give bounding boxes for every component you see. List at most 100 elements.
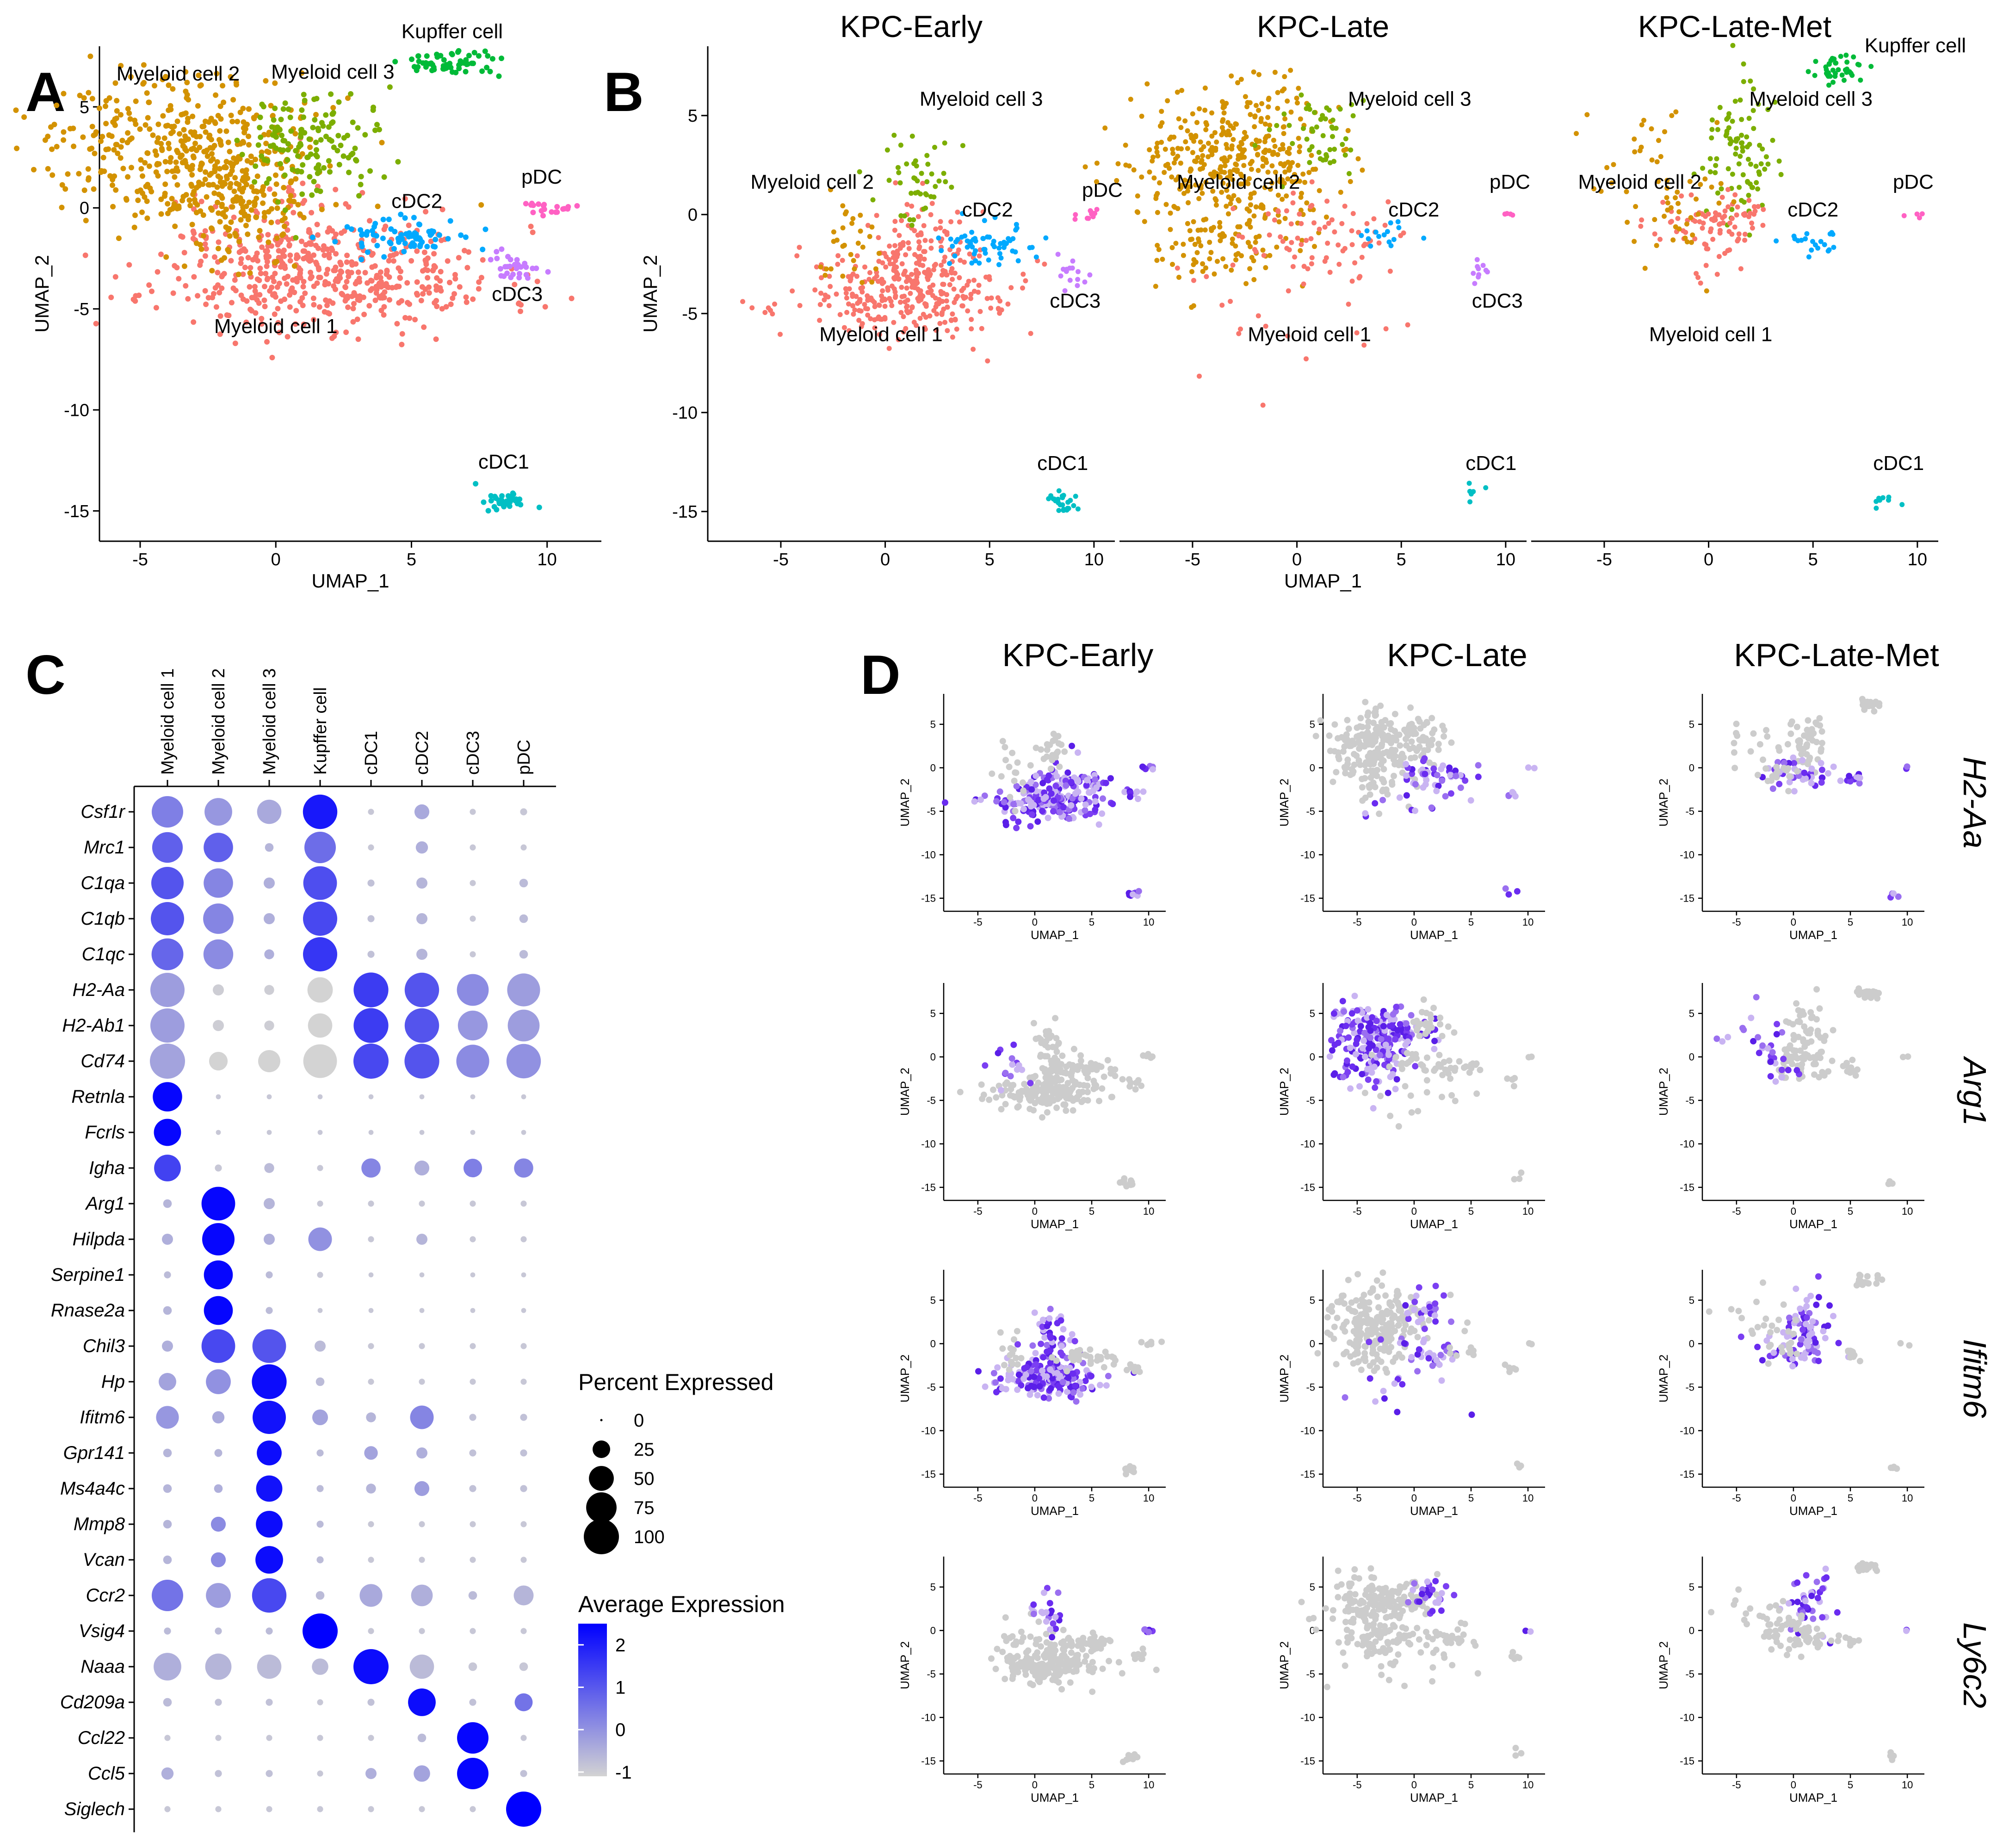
cell-point	[421, 324, 427, 330]
dot-h2-aa	[457, 974, 489, 1006]
cell-point	[1637, 148, 1643, 154]
cell-point	[1695, 275, 1701, 280]
dot-rnase2a	[317, 1308, 323, 1313]
cell-point	[914, 163, 919, 169]
cell-point	[233, 288, 239, 294]
cell-point	[1301, 126, 1306, 131]
cell-point	[336, 99, 342, 105]
cell-point	[851, 258, 856, 263]
y-tick-label: -15	[64, 502, 89, 521]
cell-point	[1808, 765, 1815, 772]
cell-point	[1304, 200, 1310, 206]
cell-point	[903, 252, 909, 258]
cell-point	[1730, 172, 1735, 177]
y-tick-label: -5	[682, 304, 698, 324]
cell-point	[1349, 242, 1355, 247]
cell-point	[794, 253, 800, 259]
cell-point	[855, 301, 860, 306]
cell-point	[1403, 1020, 1410, 1027]
cell-point	[1265, 115, 1270, 120]
cell-point	[892, 219, 898, 224]
cell-point	[303, 254, 309, 260]
cell-point	[1128, 97, 1133, 102]
cell-point	[1431, 1038, 1438, 1045]
cell-point	[817, 302, 823, 307]
cell-point	[336, 161, 342, 167]
cell-point	[1456, 1058, 1463, 1065]
cell-point	[950, 243, 955, 249]
cell-point	[854, 273, 859, 279]
cell-point	[1531, 765, 1538, 772]
cell-point	[897, 233, 902, 238]
cell-point	[356, 193, 362, 199]
cell-point	[1300, 171, 1306, 177]
cell-point	[1058, 1076, 1065, 1083]
dot-h2-ab1	[264, 1020, 274, 1031]
cell-point	[162, 159, 168, 165]
cell-point	[386, 258, 392, 264]
cell-point	[82, 252, 88, 258]
dot-hilpda	[470, 1236, 476, 1242]
cell-point	[172, 174, 178, 180]
cell-point	[1274, 244, 1280, 250]
cell-point	[428, 238, 434, 244]
cell-point	[243, 319, 249, 325]
cell-point	[957, 1088, 964, 1095]
cell-point	[202, 228, 208, 234]
cell-point	[289, 285, 295, 291]
cell-point	[1200, 261, 1206, 266]
cell-point	[281, 247, 287, 253]
cell-point	[259, 315, 265, 321]
cell-point	[1624, 189, 1629, 194]
cell-point	[193, 148, 199, 154]
cell-point	[971, 289, 977, 294]
cell-point	[961, 296, 967, 301]
cell-point	[931, 194, 937, 200]
cell-point	[140, 81, 146, 87]
cell-point	[1786, 773, 1793, 780]
dot-vcan	[470, 1557, 476, 1563]
cell-point	[238, 256, 244, 262]
cell-point	[432, 244, 438, 250]
cell-point	[407, 233, 413, 239]
cell-point	[992, 215, 998, 220]
cell-point	[911, 320, 917, 325]
cell-point	[971, 798, 978, 805]
cell-point	[1366, 753, 1373, 760]
cell-point	[1758, 161, 1764, 167]
cell-point	[1203, 265, 1208, 271]
cell-point	[193, 134, 199, 140]
cell-point	[1006, 763, 1013, 770]
cell-point	[1392, 1036, 1399, 1043]
cell-point	[386, 216, 392, 223]
cell-point	[1076, 1082, 1083, 1088]
cell-point	[1179, 88, 1185, 93]
legend-color-title: Average Expression	[578, 1591, 785, 1617]
cell-point	[1132, 1086, 1139, 1093]
cell-point	[1234, 169, 1240, 174]
cell-point	[954, 327, 959, 332]
cell-point	[1395, 219, 1401, 224]
cell-point	[1209, 133, 1215, 139]
dot-igha	[414, 1160, 430, 1176]
cell-point	[471, 49, 477, 56]
cell-point	[1632, 149, 1638, 155]
cell-point	[1130, 891, 1136, 898]
cell-point	[330, 111, 336, 117]
cell-point	[1072, 216, 1078, 222]
dot-cd74	[303, 1044, 337, 1078]
cell-point	[1436, 1051, 1443, 1058]
cell-point	[118, 144, 124, 150]
cell-point	[1050, 808, 1057, 815]
cell-point	[1357, 741, 1364, 748]
cell-point	[263, 141, 269, 147]
cell-point	[917, 244, 922, 249]
cell-point	[216, 166, 223, 172]
cell-point	[1472, 281, 1478, 286]
cell-point	[1153, 196, 1159, 201]
cell-point	[1163, 202, 1169, 207]
cell-point	[223, 159, 229, 165]
panel-letter-c: C	[25, 644, 66, 706]
cell-point	[1713, 170, 1718, 175]
cell-point	[1187, 168, 1193, 174]
